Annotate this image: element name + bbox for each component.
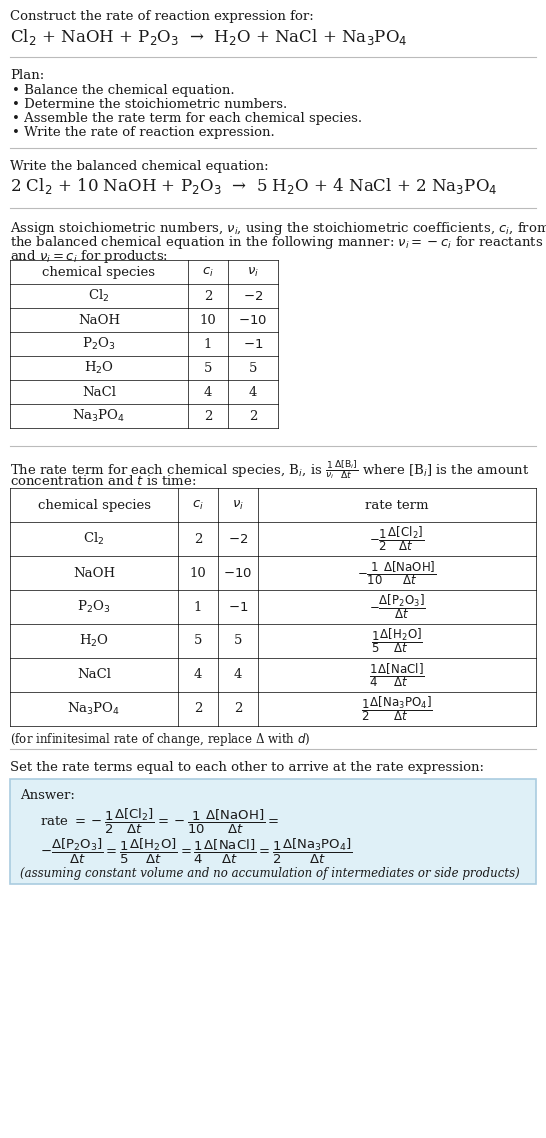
Text: P$_2$O$_3$: P$_2$O$_3$ [82,336,116,352]
Text: $-1$: $-1$ [228,601,248,613]
Text: $-10$: $-10$ [223,567,252,579]
Text: (assuming constant volume and no accumulation of intermediates or side products): (assuming constant volume and no accumul… [20,867,520,880]
Text: 4: 4 [194,668,202,682]
Text: The rate term for each chemical species, B$_i$, is $\frac{1}{\nu_i}\frac{\Delta[: The rate term for each chemical species,… [10,457,530,481]
Text: P$_2$O$_3$: P$_2$O$_3$ [78,599,111,615]
Text: 1: 1 [204,338,212,351]
Text: 10: 10 [200,313,216,327]
Text: $-\dfrac{1}{10}\dfrac{\Delta[\mathrm{NaOH}]}{\Delta t}$: $-\dfrac{1}{10}\dfrac{\Delta[\mathrm{NaO… [357,559,437,587]
Text: Cl$_2$: Cl$_2$ [84,531,105,547]
Text: 2: 2 [249,410,257,422]
Text: Plan:: Plan: [10,69,44,82]
Text: 2: 2 [194,702,202,716]
Text: 5: 5 [234,635,242,648]
Text: $-2$: $-2$ [243,289,263,303]
Text: $\nu_i$: $\nu_i$ [247,265,259,279]
Text: Answer:: Answer: [20,789,75,802]
Text: $\dfrac{1}{5}\dfrac{\Delta[\mathrm{H_2O}]}{\Delta t}$: $\dfrac{1}{5}\dfrac{\Delta[\mathrm{H_2O}… [371,627,423,655]
Text: 2: 2 [234,702,242,716]
Text: $c_i$: $c_i$ [202,265,214,279]
Text: (for infinitesimal rate of change, replace Δ with $d$): (for infinitesimal rate of change, repla… [10,731,311,748]
Text: Cl$_2$ + NaOH + P$_2$O$_3$  →  H$_2$O + NaCl + Na$_3$PO$_4$: Cl$_2$ + NaOH + P$_2$O$_3$ → H$_2$O + Na… [10,27,408,47]
Text: 5: 5 [204,362,212,374]
Text: • Determine the stoichiometric numbers.: • Determine the stoichiometric numbers. [12,98,287,112]
Text: 5: 5 [249,362,257,374]
FancyBboxPatch shape [10,780,536,884]
Text: chemical species: chemical species [43,265,156,279]
Text: 2: 2 [204,289,212,303]
Text: 4: 4 [249,386,257,398]
Text: Set the rate terms equal to each other to arrive at the rate expression:: Set the rate terms equal to each other t… [10,761,484,774]
Text: Na$_3$PO$_4$: Na$_3$PO$_4$ [68,701,121,717]
Text: chemical species: chemical species [38,498,151,511]
Text: $\dfrac{1}{2}\dfrac{\Delta[\mathrm{Na_3PO_4}]}{\Delta t}$: $\dfrac{1}{2}\dfrac{\Delta[\mathrm{Na_3P… [361,694,433,724]
Text: • Balance the chemical equation.: • Balance the chemical equation. [12,84,235,97]
Text: $c_i$: $c_i$ [192,498,204,512]
Text: • Write the rate of reaction expression.: • Write the rate of reaction expression. [12,126,275,139]
Text: H$_2$O: H$_2$O [79,633,109,649]
Text: 4: 4 [234,668,242,682]
Text: the balanced chemical equation in the following manner: $\nu_i = -c_i$ for react: the balanced chemical equation in the fo… [10,234,543,251]
Text: 2: 2 [194,533,202,545]
Text: $-\dfrac{\Delta[\mathrm{P_2O_3}]}{\Delta t} = \dfrac{1}{5}\dfrac{\Delta[\mathrm{: $-\dfrac{\Delta[\mathrm{P_2O_3}]}{\Delta… [40,838,353,866]
Text: $-2$: $-2$ [228,533,248,545]
Text: $\dfrac{1}{4}\dfrac{\Delta[\mathrm{NaCl}]}{\Delta t}$: $\dfrac{1}{4}\dfrac{\Delta[\mathrm{NaCl}… [369,661,425,688]
Text: • Assemble the rate term for each chemical species.: • Assemble the rate term for each chemic… [12,112,362,125]
Text: concentration and $t$ is time:: concentration and $t$ is time: [10,475,197,488]
Text: 4: 4 [204,386,212,398]
Text: NaCl: NaCl [82,386,116,398]
Text: 5: 5 [194,635,202,648]
Text: Assign stoichiometric numbers, $\nu_i$, using the stoichiometric coefficients, $: Assign stoichiometric numbers, $\nu_i$, … [10,220,546,237]
Text: 2: 2 [204,410,212,422]
Text: $-\dfrac{\Delta[\mathrm{P_2O_3}]}{\Delta t}$: $-\dfrac{\Delta[\mathrm{P_2O_3}]}{\Delta… [369,593,425,621]
Text: NaOH: NaOH [78,313,120,327]
Text: $-10$: $-10$ [239,313,268,327]
Text: 2 Cl$_2$ + 10 NaOH + P$_2$O$_3$  →  5 H$_2$O + 4 NaCl + 2 Na$_3$PO$_4$: 2 Cl$_2$ + 10 NaOH + P$_2$O$_3$ → 5 H$_2… [10,176,497,196]
Text: Construct the rate of reaction expression for:: Construct the rate of reaction expressio… [10,10,314,23]
Text: NaCl: NaCl [77,668,111,682]
Text: Cl$_2$: Cl$_2$ [88,288,110,304]
Text: $\nu_i$: $\nu_i$ [232,498,244,512]
Text: rate term: rate term [365,498,429,511]
Text: $-\dfrac{1}{2}\dfrac{\Delta[\mathrm{Cl_2}]}{\Delta t}$: $-\dfrac{1}{2}\dfrac{\Delta[\mathrm{Cl_2… [370,525,425,553]
Text: and $\nu_i = c_i$ for products:: and $\nu_i = c_i$ for products: [10,248,168,265]
Text: Na$_3$PO$_4$: Na$_3$PO$_4$ [73,407,126,424]
Text: 10: 10 [189,567,206,579]
Text: $-1$: $-1$ [243,338,263,351]
Text: 1: 1 [194,601,202,613]
Text: H$_2$O: H$_2$O [84,360,114,376]
Text: rate $= -\dfrac{1}{2}\dfrac{\Delta[\mathrm{Cl_2}]}{\Delta t} = -\dfrac{1}{10}\df: rate $= -\dfrac{1}{2}\dfrac{\Delta[\math… [40,807,280,836]
Text: NaOH: NaOH [73,567,115,579]
Text: Write the balanced chemical equation:: Write the balanced chemical equation: [10,160,269,173]
